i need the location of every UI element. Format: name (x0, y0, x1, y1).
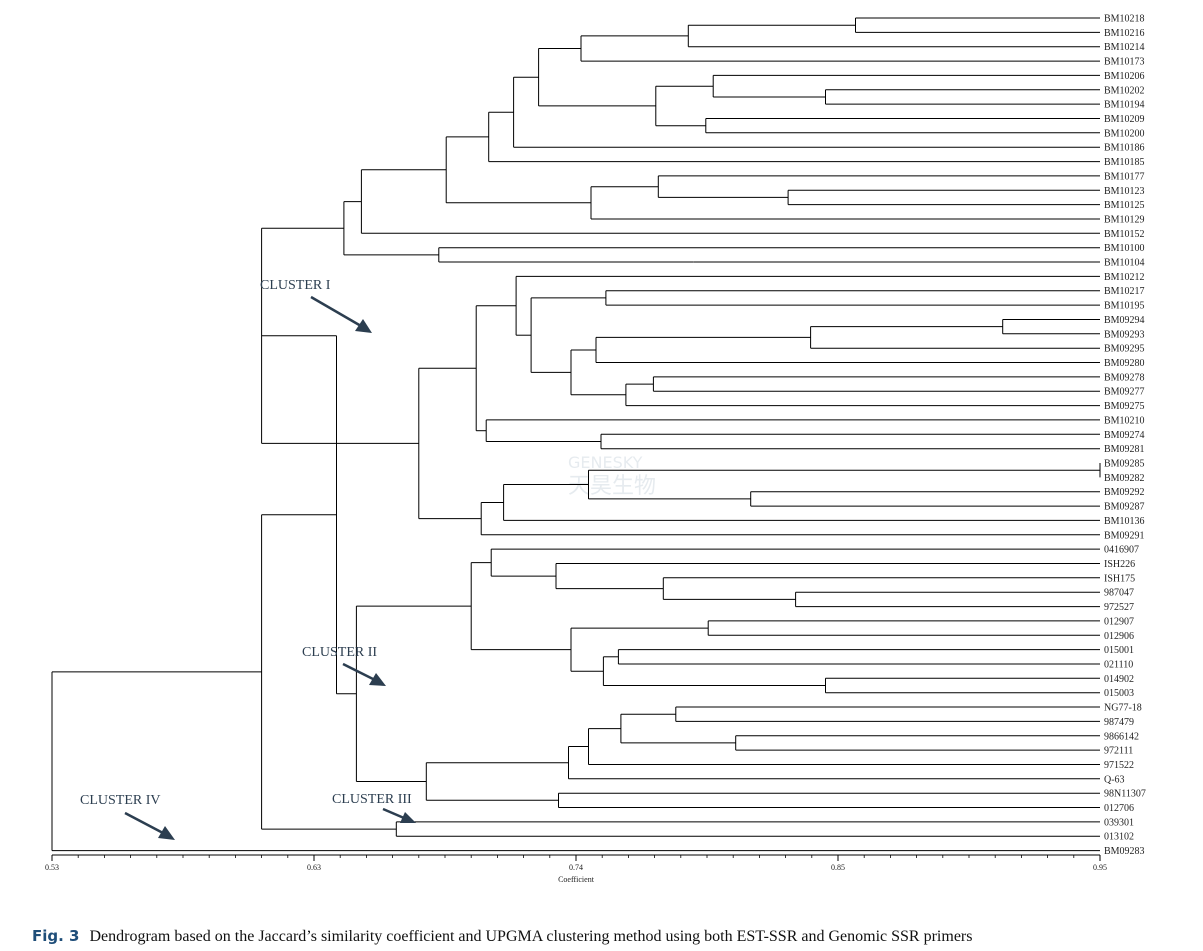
leaf-label: BM09275 (1104, 401, 1145, 412)
cluster-iii-arrow (382, 807, 416, 823)
leaf-label: 972111 (1104, 746, 1133, 757)
leaf-label: BM09274 (1104, 430, 1145, 441)
leaf-label: ISH175 (1104, 573, 1135, 584)
leaf-label: BM10123 (1104, 186, 1145, 197)
x-axis-tick-label: 0.85 (831, 863, 845, 872)
cluster-i-label: CLUSTER I (260, 278, 331, 293)
x-axis-title: Coefficient (558, 875, 595, 884)
cluster-iv-arrow (124, 811, 175, 840)
leaf-label: BM09287 (1104, 502, 1145, 513)
leaf-label: BM09293 (1104, 329, 1145, 340)
cluster-i-arrow (310, 295, 372, 333)
leaf-label: 012706 (1104, 803, 1134, 814)
leaf-label: BM09277 (1104, 387, 1145, 398)
leaf-label: BM10209 (1104, 114, 1145, 125)
leaf-label: BM09292 (1104, 487, 1145, 498)
x-axis: 0.53 0.63 0.74 0.85 0.95 Coefficient (45, 854, 1107, 884)
leaf-label: NG77-18 (1104, 703, 1142, 714)
caption-text: Dendrogram based on the Jaccard’s simila… (89, 928, 973, 945)
leaf-labels: BM10218 BM10216 BM10214 BM10173 BM10206 BM102… (1104, 14, 1146, 858)
cluster-ii-arrow (342, 662, 386, 686)
leaf-label: 972527 (1104, 602, 1134, 613)
x-axis-tick-label: 0.53 (45, 863, 59, 872)
leaf-label: Q-63 (1104, 774, 1125, 785)
leaf-label: BM10212 (1104, 272, 1145, 283)
x-axis-tick-label: 0.95 (1093, 863, 1107, 872)
cluster-iv-label: CLUSTER IV (80, 793, 161, 808)
leaf-label: BM10152 (1104, 229, 1145, 240)
leaf-label: 971522 (1104, 760, 1134, 771)
leaf-label: BM10195 (1104, 301, 1145, 312)
dendrogram-figure: GENESKY 天昊生物 BM10218 BM10216 BM10214 BM1017… (45, 14, 1146, 885)
leaf-label: 015003 (1104, 688, 1134, 699)
figure-number: Fig. 3 (32, 927, 80, 945)
leaf-label: BM10200 (1104, 128, 1145, 139)
leaf-label: BM09280 (1104, 358, 1145, 369)
leaf-label: BM09291 (1104, 530, 1145, 541)
leaf-label: BM10214 (1104, 42, 1145, 53)
cluster-iii-label: CLUSTER III (332, 792, 412, 807)
leaf-label: 039301 (1104, 817, 1134, 828)
leaf-label: 012907 (1104, 616, 1134, 627)
leaf-label: BM10100 (1104, 243, 1145, 254)
leaf-label: BM10177 (1104, 171, 1145, 182)
leaf-label: BM10185 (1104, 157, 1145, 168)
leaf-label: BM10136 (1104, 516, 1145, 527)
leaf-label: BM10104 (1104, 258, 1145, 269)
tree-branches (51, 17, 1101, 852)
leaf-label: 98N11307 (1104, 789, 1146, 800)
leaf-label: BM10202 (1104, 85, 1145, 96)
figure-caption: Fig. 3 Dendrogram based on the Jaccard’s… (32, 927, 1192, 946)
watermark: GENESKY 天昊生物 (568, 453, 656, 499)
leaf-label: BM09295 (1104, 344, 1145, 355)
leaf-label: BM10194 (1104, 100, 1145, 111)
watermark-latin: GENESKY (568, 453, 643, 472)
leaf-label: BM10206 (1104, 71, 1145, 82)
leaf-label: 013102 (1104, 832, 1134, 843)
cluster-annotations: CLUSTER I CLUSTER II CLUSTER III CLUSTER… (80, 278, 416, 840)
leaf-label: BM10217 (1104, 286, 1145, 297)
leaf-label: ISH226 (1104, 559, 1135, 570)
cluster-ii-label: CLUSTER II (302, 645, 377, 660)
leaf-label: BM10186 (1104, 143, 1145, 154)
leaf-label: 015001 (1104, 645, 1134, 656)
leaf-label: BM09281 (1104, 444, 1145, 455)
leaf-label: BM10173 (1104, 57, 1145, 68)
leaf-label: 9866142 (1104, 731, 1139, 742)
x-axis-tick-label: 0.63 (307, 863, 321, 872)
leaf-label: BM10218 (1104, 14, 1145, 25)
leaf-label: BM09294 (1104, 315, 1145, 326)
leaf-label: 014902 (1104, 674, 1134, 685)
leaf-label: 987479 (1104, 717, 1134, 728)
leaf-label: 987047 (1104, 588, 1134, 599)
leaf-label: BM09282 (1104, 473, 1145, 484)
watermark-chinese: 天昊生物 (568, 474, 656, 499)
leaf-label: BM09278 (1104, 372, 1145, 383)
leaf-label: BM10129 (1104, 215, 1145, 226)
leaf-label: 012906 (1104, 631, 1134, 642)
leaf-label: 021110 (1104, 660, 1133, 671)
leaf-label: BM10125 (1104, 200, 1145, 211)
leaf-label: BM09283 (1104, 846, 1145, 857)
x-axis-tick-label: 0.74 (569, 863, 583, 872)
leaf-label: 0416907 (1104, 545, 1139, 556)
x-axis-major-ticks: 0.53 0.63 0.74 0.85 0.95 (45, 855, 1107, 872)
leaf-label: BM09285 (1104, 459, 1145, 470)
leaf-label: BM10216 (1104, 28, 1145, 39)
leaf-label: BM10210 (1104, 415, 1145, 426)
